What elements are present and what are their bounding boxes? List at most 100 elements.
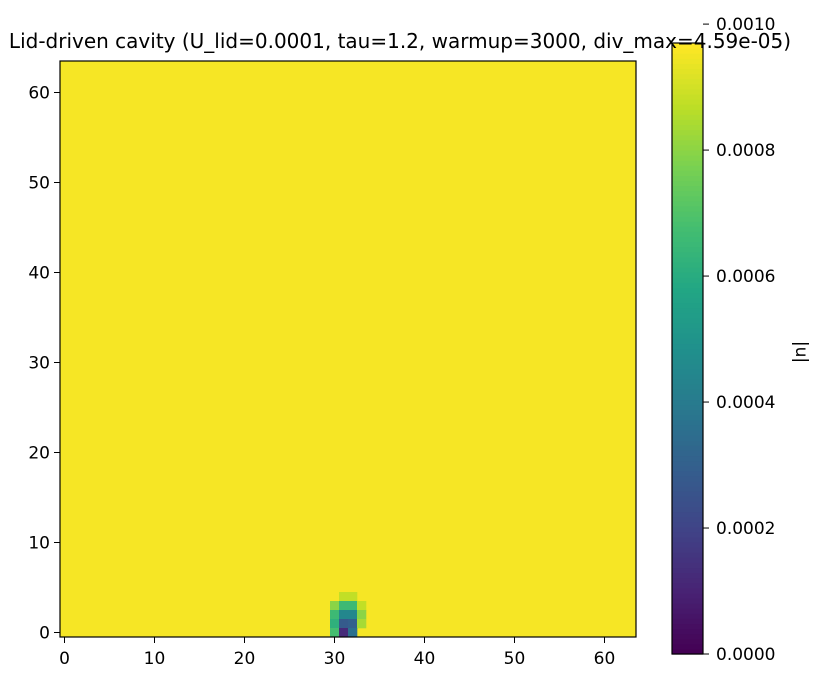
colorbar-segment: [672, 195, 703, 202]
colorbar-segment: [672, 603, 703, 609]
colorbar-segment: [672, 144, 703, 151]
heatmap-cell: [339, 610, 349, 620]
colorbar-segment: [672, 200, 703, 207]
colorbar-segment: [672, 541, 703, 548]
colorbar-segment: [672, 648, 703, 655]
colorbar-segment: [672, 277, 703, 283]
colorbar-segment: [672, 358, 703, 365]
plot-frame: [59, 60, 637, 638]
colorbar-segment: [672, 501, 703, 507]
colorbar-segment: [672, 628, 703, 635]
colorbar-segment: [672, 333, 703, 339]
colorbar-segment: [672, 633, 703, 640]
heatmap-cell: [330, 628, 340, 638]
colorbar-segment: [672, 460, 703, 467]
colorbar-segment: [672, 307, 703, 314]
colorbar-segment: [672, 297, 703, 304]
colorbar-tick-label: 0.0006: [716, 267, 775, 287]
heatmap-cell: [348, 628, 358, 638]
colorbar-segment: [672, 221, 703, 227]
colorbar-segment: [672, 623, 703, 630]
colorbar-segment: [672, 547, 703, 553]
colorbar-segment: [672, 587, 703, 594]
colorbar-segment: [672, 155, 703, 161]
heatmap-cell: [348, 592, 358, 602]
colorbar-segment: [672, 256, 703, 263]
colorbar-tick-label: 0.0004: [716, 393, 775, 413]
colorbar-segment: [672, 302, 703, 309]
colorbar-segment: [672, 328, 703, 334]
colorbar-segment: [672, 455, 703, 462]
heatmap-cell: [339, 592, 349, 602]
heatmap-cell: [357, 601, 367, 611]
colorbar-segment: [672, 557, 703, 563]
colorbar-segment: [672, 149, 703, 156]
colorbar-segment: [672, 399, 703, 406]
colorbar-segment: [672, 343, 703, 350]
colorbar-segment: [672, 389, 703, 395]
y-tick-label: 40: [28, 264, 50, 284]
chart-title: Lid-driven cavity (U_lid=0.0001, tau=1.2…: [9, 29, 791, 53]
colorbar-segment: [672, 185, 703, 192]
colorbar-segment: [672, 139, 703, 146]
x-tick-label: 0: [59, 649, 70, 669]
colorbar-tick-label: 0.0008: [716, 141, 775, 161]
y-tick-label: 50: [28, 174, 50, 194]
colorbar-segment: [672, 424, 703, 431]
colorbar-segment: [672, 394, 703, 401]
colorbar-segment: [672, 180, 703, 187]
y-axis: 0 10 20 30 40 50 60: [28, 84, 60, 644]
x-tick-label: 60: [594, 649, 616, 669]
colorbar-segment: [672, 348, 703, 355]
colorbar-segment: [672, 205, 703, 212]
colorbar-segment: [672, 175, 703, 182]
colorbar-segment: [672, 170, 703, 176]
colorbar-segment: [672, 282, 703, 288]
y-tick-label: 30: [28, 354, 50, 374]
colorbar-segment: [672, 338, 703, 345]
heatmap-cell: [348, 610, 358, 620]
colorbar-segment: [672, 379, 703, 385]
colorbar-segment: [672, 216, 703, 222]
colorbar-segment: [672, 419, 703, 426]
colorbar-segment: [672, 536, 703, 543]
colorbar-segment: [672, 211, 703, 217]
colorbar-segment: [672, 450, 703, 457]
colorbar-segment: [672, 511, 703, 518]
colorbar-segment: [672, 78, 703, 85]
colorbar-segment: [672, 368, 703, 375]
heatmap-cell: [330, 619, 340, 629]
heatmap-cell: [330, 601, 340, 611]
x-axis: 0 10 20 30 40 50 60: [59, 637, 615, 669]
colorbar-segment: [672, 608, 703, 614]
x-tick-label: 30: [324, 649, 346, 669]
colorbar-segment: [672, 109, 703, 115]
colorbar-segment: [672, 312, 703, 319]
colorbar-segment: [672, 465, 703, 472]
heatmap-cell: [357, 610, 367, 620]
colorbar-segment: [672, 531, 703, 538]
colorbar-segment: [672, 99, 703, 105]
colorbar-segment: [672, 124, 703, 131]
colorbar-segment: [672, 48, 703, 54]
colorbar-segment: [672, 119, 703, 126]
y-tick-label: 0: [39, 624, 50, 644]
colorbar-segment: [672, 353, 703, 360]
colorbar-tick-label: 0.0002: [716, 519, 775, 539]
colorbar-segment: [672, 104, 703, 110]
colorbar-segment: [672, 58, 703, 64]
colorbar-segment: [672, 552, 703, 558]
heatmap-cell: [357, 619, 367, 629]
colorbar-segment: [672, 83, 703, 90]
colorbar-segment: [672, 43, 703, 49]
colorbar-segment: [672, 241, 703, 248]
colorbar-segment: [672, 226, 703, 232]
colorbar-label: |u|: [791, 341, 811, 363]
colorbar-frame: [671, 42, 704, 655]
heatmap-cell: [339, 619, 349, 629]
colorbar-segment: [672, 435, 703, 441]
colorbar-segment: [672, 567, 703, 574]
colorbar-segment: [672, 261, 703, 268]
x-tick-label: 20: [234, 649, 256, 669]
